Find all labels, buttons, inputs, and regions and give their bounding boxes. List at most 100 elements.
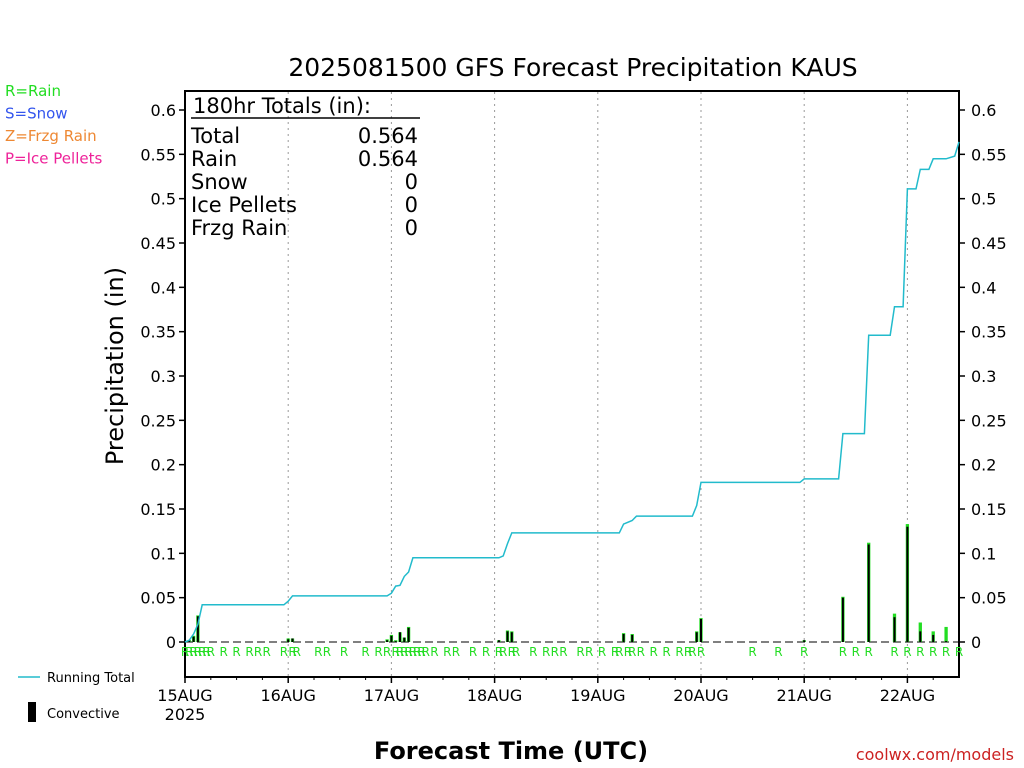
totals-row-label: Snow (191, 170, 248, 194)
ptype-label: R (774, 645, 782, 659)
grid-lines (287, 92, 908, 676)
ptype-label: R (598, 645, 606, 659)
convective-bar (695, 632, 698, 642)
ptype-legend-item: P=Ice Pellets (5, 150, 102, 168)
running-total-legend-label: Running Total (47, 671, 135, 686)
ptype-label: R (675, 645, 683, 659)
ptype-label: R (559, 645, 567, 659)
ptype-legend-item: S=Snow (5, 105, 68, 123)
y-tick-label-left: 0.2 (151, 456, 176, 475)
ptype-label: R (314, 645, 322, 659)
totals-row-value: 0 (405, 193, 418, 217)
convective-bar (841, 597, 844, 642)
y-tick-label-left: 0.45 (140, 234, 176, 253)
convective-bar (386, 640, 389, 642)
ptype-label: R (293, 645, 301, 659)
ptype-label: R (245, 645, 253, 659)
y-tick-label-right: 0.45 (971, 234, 1007, 253)
credit-text: coolwx.com/models (856, 745, 1014, 764)
y-tick-label-left: 0.35 (140, 323, 176, 342)
totals-row-label: Total (190, 124, 240, 148)
x-tick-label: 21AUG (776, 686, 831, 705)
ptype-label: R (499, 645, 507, 659)
y-axis-ticks: 0 00.05 0.050.1 0.10.15 0.150.2 0.20.25 0.250.… (140, 101, 1006, 652)
ptype-legend-item: R=Rain (5, 82, 61, 100)
ptype-label: R (232, 645, 240, 659)
ptype-label: R (890, 645, 898, 659)
precip-bar (944, 626, 948, 642)
ptype-label: R (852, 645, 860, 659)
convective-bar (188, 640, 191, 642)
y-tick-label-right: 0.5 (971, 190, 996, 209)
ptype-label: R (409, 645, 417, 659)
ptype-label: R (417, 645, 425, 659)
convective-bar (631, 634, 634, 642)
ptype-label: R (280, 645, 288, 659)
ptype-label: R (512, 645, 520, 659)
convective-bar (394, 641, 397, 642)
convective-bar (399, 632, 401, 642)
y-tick-label-left: 0.15 (140, 500, 176, 519)
y-tick-label-right: 0.35 (971, 323, 1007, 342)
ptype-label: R (430, 645, 438, 659)
ptype-label: R (469, 645, 477, 659)
ptype-label: R (323, 645, 331, 659)
convective-bar (192, 636, 195, 642)
convective-bar (510, 632, 513, 642)
y-tick-label-right: 0.6 (971, 101, 996, 120)
x-tick-sublabel: 2025 (165, 705, 206, 724)
y-tick-label-right: 0.25 (971, 411, 1007, 430)
convective-bar (407, 627, 410, 642)
x-tick-label: 20AUG (673, 686, 728, 705)
ptype-label: R (551, 645, 559, 659)
y-tick-label-right: 0.1 (971, 544, 996, 563)
ptype-label: R (198, 645, 206, 659)
ptype-label: R (443, 645, 451, 659)
ptype-label: R (650, 645, 658, 659)
convective-bar (506, 631, 509, 642)
convective-legend-swatch (28, 702, 36, 722)
convective-bar (906, 526, 909, 642)
ptype-label: R (413, 645, 421, 659)
y-tick-label-left: 0 (166, 633, 176, 652)
ptype-label: R (288, 645, 296, 659)
ptype-label: R (181, 645, 189, 659)
ptype-label: R (748, 645, 756, 659)
y-tick-label-right: 0.4 (971, 278, 996, 297)
ptype-label: R (374, 645, 382, 659)
ptype-label: R (202, 645, 210, 659)
ptype-label: R (404, 645, 412, 659)
convective-legend-label: Convective (47, 707, 120, 722)
totals-row-value: 0.564 (358, 147, 418, 171)
convective-bar (390, 635, 393, 642)
ptype-label: R (482, 645, 490, 659)
convective-bar (945, 641, 948, 642)
x-tick-label: 22AUG (880, 686, 935, 705)
totals-row-label: Frzg Rain (191, 216, 287, 240)
y-tick-label-left: 0.6 (151, 101, 176, 120)
totals-row-label: Rain (191, 147, 237, 171)
y-tick-label-left: 0.55 (140, 145, 176, 164)
totals-row-label: Ice Pellets (191, 193, 297, 217)
ptype-label: R (611, 645, 619, 659)
y-tick-label-left: 0.3 (151, 367, 176, 386)
convective-bar (622, 634, 625, 642)
ptype-label: R (839, 645, 847, 659)
convective-bar (803, 640, 806, 642)
x-axis-label: Forecast Time (UTC) (374, 737, 648, 765)
ptype-label: R (495, 645, 503, 659)
convective-bar (700, 618, 702, 642)
ptype-label: R (452, 645, 460, 659)
convective-bar (867, 544, 870, 642)
ptype-label: R (542, 645, 550, 659)
y-tick-label-right: 0.05 (971, 589, 1007, 608)
y-tick-label-left: 0.05 (140, 589, 176, 608)
ptype-label: R (624, 645, 632, 659)
y-tick-label-left: 0.5 (151, 190, 176, 209)
totals-row-value: 0 (405, 170, 418, 194)
ptype-label: R (194, 645, 202, 659)
totals-header: 180hr Totals (in): (193, 94, 371, 118)
